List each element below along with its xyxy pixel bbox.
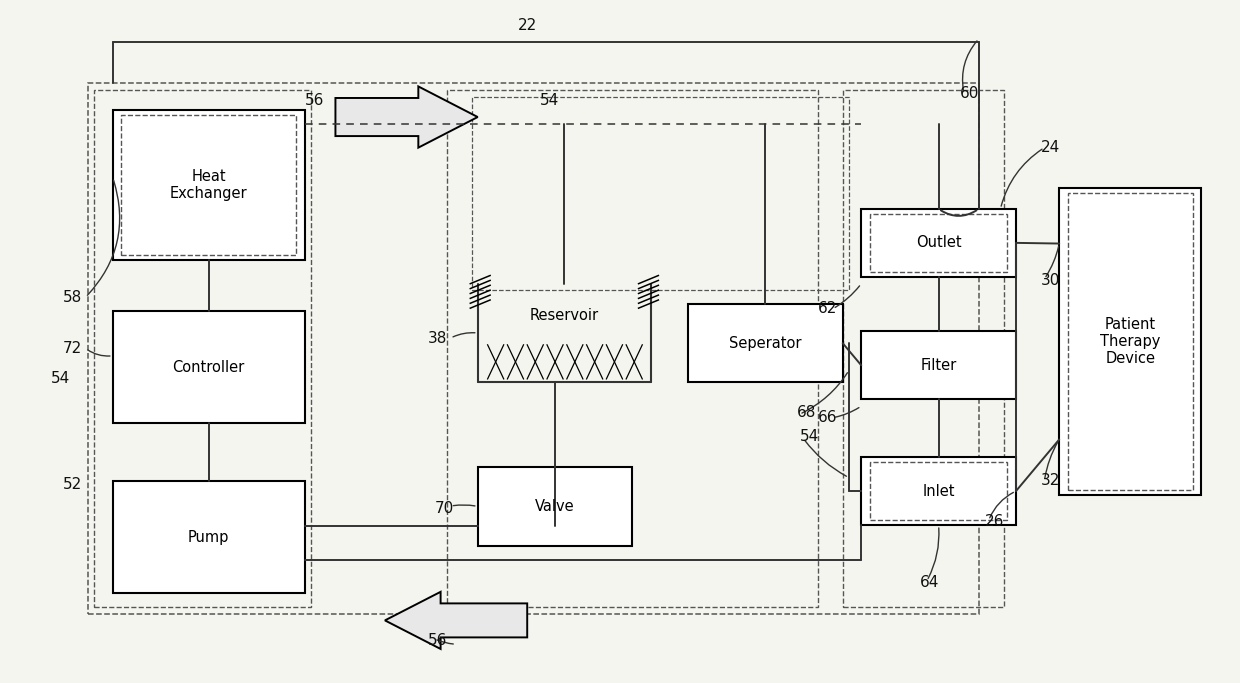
Text: 72: 72	[63, 341, 83, 356]
Text: Valve: Valve	[536, 499, 575, 514]
Bar	[870, 214, 1007, 272]
Bar	[94, 90, 311, 607]
Bar	[471, 96, 849, 290]
Text: 58: 58	[63, 290, 83, 305]
Bar	[862, 331, 1016, 400]
Text: 54: 54	[51, 372, 71, 387]
Bar	[446, 90, 818, 607]
Bar	[113, 110, 305, 260]
Text: 24: 24	[1040, 140, 1060, 155]
Text: Patient
Therapy
Device: Patient Therapy Device	[1100, 317, 1161, 366]
Bar	[88, 83, 978, 613]
Text: 70: 70	[434, 501, 454, 516]
Text: 30: 30	[1040, 273, 1060, 288]
Text: 54: 54	[800, 429, 818, 444]
Bar	[122, 115, 296, 255]
Text: 38: 38	[428, 331, 448, 346]
Text: Pump: Pump	[188, 529, 229, 544]
Text: 26: 26	[985, 514, 1004, 529]
Bar	[870, 462, 1007, 520]
Text: Inlet: Inlet	[923, 484, 955, 499]
Polygon shape	[384, 592, 527, 649]
Text: 56: 56	[428, 633, 448, 648]
Text: Outlet: Outlet	[916, 236, 961, 251]
Text: 52: 52	[63, 477, 83, 492]
Text: Heat
Exchanger: Heat Exchanger	[170, 169, 248, 201]
Text: 68: 68	[797, 406, 816, 421]
Text: Seperator: Seperator	[729, 336, 801, 350]
Bar	[113, 311, 305, 423]
Text: 64: 64	[919, 576, 939, 591]
Text: 22: 22	[517, 18, 537, 33]
Text: Reservoir: Reservoir	[529, 308, 599, 323]
Text: 56: 56	[305, 92, 324, 107]
Bar	[862, 457, 1016, 525]
Text: Filter: Filter	[920, 358, 957, 373]
Polygon shape	[336, 87, 477, 148]
Bar	[862, 209, 1016, 277]
Text: 54: 54	[539, 92, 559, 107]
Bar	[1059, 189, 1202, 494]
Bar	[1068, 193, 1193, 490]
Text: 60: 60	[960, 86, 980, 100]
Text: Controller: Controller	[172, 359, 244, 374]
Text: 62: 62	[818, 301, 837, 316]
Bar	[477, 467, 632, 546]
Bar	[688, 304, 843, 382]
Text: 32: 32	[1040, 473, 1060, 488]
Bar	[843, 90, 1003, 607]
Text: 66: 66	[818, 410, 837, 426]
Bar	[113, 481, 305, 593]
